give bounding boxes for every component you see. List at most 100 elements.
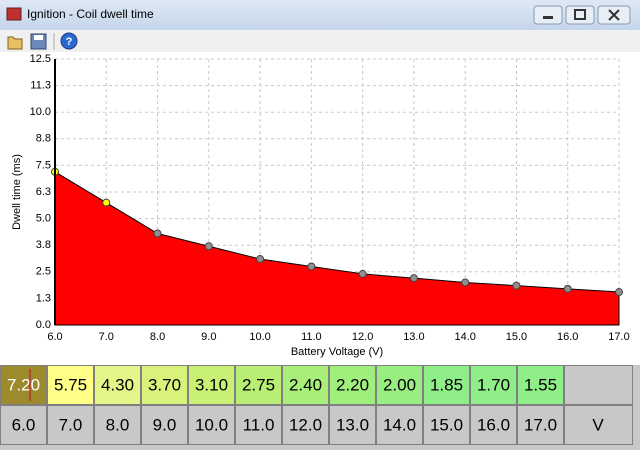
voltage-cell <box>47 405 94 445</box>
data-point <box>204 242 213 251</box>
y-tick-label: 5.0 <box>36 213 51 225</box>
minimize-icon <box>543 16 553 19</box>
voltage-cell-text: 8.0 <box>106 415 130 434</box>
open-button[interactable] <box>7 36 23 50</box>
voltage-cell <box>376 405 423 445</box>
chart: 0.0 1.3 2.5 3.8 5.0 6.3 7.5 8.8 10.0 11.3 12.5 6.0 7… <box>11 53 630 358</box>
voltage-cell <box>517 405 564 445</box>
value-cell[interactable] <box>235 365 282 405</box>
value-cell-text: 2.40 <box>289 375 322 394</box>
x-tick-label: 12.0 <box>352 331 373 343</box>
y-tick-label: 12.5 <box>30 53 51 65</box>
value-cell-text: 1.70 <box>477 375 510 394</box>
voltage-cell-text: 10.0 <box>195 415 228 434</box>
data-point <box>615 288 623 297</box>
y-tick-label: 8.8 <box>36 133 51 145</box>
voltage-cell <box>235 405 282 445</box>
voltage-cell-text: 6.0 <box>12 415 36 434</box>
voltage-cell <box>282 405 329 445</box>
y-tick-label: 11.3 <box>30 80 51 92</box>
x-tick-label: 14.0 <box>454 331 475 343</box>
voltage-cell <box>188 405 235 445</box>
voltage-cell <box>141 405 188 445</box>
toolbar <box>0 30 640 52</box>
unit-cell-text: V <box>592 415 604 434</box>
voltage-cell-text: 13.0 <box>336 415 369 434</box>
voltage-cell-text: 17.0 <box>524 415 557 434</box>
data-point <box>461 278 470 287</box>
voltage-cell <box>470 405 517 445</box>
value-cell[interactable] <box>282 365 329 405</box>
x-tick-label: 16.0 <box>557 331 578 343</box>
value-cell[interactable] <box>47 365 94 405</box>
y-tick-label: 6.3 <box>36 186 51 198</box>
value-cell[interactable] <box>141 365 188 405</box>
close-icon <box>608 9 620 21</box>
value-cell-text: 3.70 <box>148 375 181 394</box>
x-tick-label: 7.0 <box>99 331 114 343</box>
voltage-cell-text: 9.0 <box>153 415 177 434</box>
y-tick-label: 7.5 <box>36 159 51 171</box>
value-cell-text: 5.75 <box>54 375 87 394</box>
help-button[interactable] <box>60 32 78 50</box>
voltage-cell-text: 15.0 <box>430 415 463 434</box>
value-cell-text: 1.85 <box>430 375 463 394</box>
value-cell[interactable] <box>188 365 235 405</box>
title-bar <box>0 0 640 30</box>
data-point <box>563 284 572 293</box>
value-cell[interactable] <box>470 365 517 405</box>
voltage-cell-text: 11.0 <box>243 415 275 434</box>
x-tick-label: 11.0 <box>301 331 322 343</box>
voltage-cell-text: 16.0 <box>477 415 510 434</box>
data-point <box>512 281 521 290</box>
x-tick-label: 13.0 <box>403 331 424 343</box>
voltage-cell <box>329 405 376 445</box>
value-cell[interactable] <box>94 365 141 405</box>
y-axis-label: Dwell time (ms) <box>11 154 23 230</box>
y-tick-label: 0.0 <box>36 319 51 331</box>
voltage-cell-text: 12.0 <box>289 415 322 434</box>
value-cell-text: 2.20 <box>336 375 369 394</box>
empty-cell <box>564 365 633 405</box>
voltage-cell <box>0 405 47 445</box>
value-cell-text: 2.00 <box>383 375 416 394</box>
x-tick-label: 6.0 <box>47 331 62 343</box>
maximize-button[interactable] <box>565 5 595 25</box>
x-tick-label: 15.0 <box>506 331 527 343</box>
data-point <box>256 255 265 264</box>
data-point <box>102 198 111 207</box>
data-point <box>153 229 162 238</box>
x-tick-label: 8.0 <box>150 331 165 343</box>
voltage-cell-text: 7.0 <box>59 415 83 434</box>
value-cell-text: 3.10 <box>195 375 228 394</box>
window-buttons[interactable] <box>533 5 631 25</box>
x-tick-label: 17.0 <box>608 331 629 343</box>
unit-cell <box>564 405 633 445</box>
voltage-cell <box>94 405 141 445</box>
value-cell[interactable] <box>517 365 564 405</box>
data-point <box>358 269 367 278</box>
value-cell[interactable] <box>0 365 47 405</box>
save-icon <box>34 35 43 40</box>
value-table: 7.20 6.0 5.75 7.0 4.30 8.0 3.70 9.0 3.10 10.0 2.75… <box>0 365 640 450</box>
value-cell-text: 2.75 <box>242 375 275 394</box>
x-axis-label: Battery Voltage (V) <box>291 346 383 358</box>
data-point <box>409 274 418 283</box>
value-cell-text: 1.55 <box>524 375 557 394</box>
y-tick-label: 10.0 <box>30 106 51 118</box>
app-icon <box>6 7 22 21</box>
voltage-cell-text: 14.0 <box>383 415 416 434</box>
value-cell[interactable] <box>423 365 470 405</box>
minimize-button[interactable] <box>533 5 563 25</box>
data-point <box>307 262 316 271</box>
x-tick-label: 9.0 <box>201 331 216 343</box>
value-cell[interactable] <box>376 365 423 405</box>
value-cell[interactable] <box>329 365 376 405</box>
x-tick-label: 10.0 <box>249 331 270 343</box>
value-cell-text: 7.20 <box>7 375 40 394</box>
window-title: Ignition - Coil dwell time <box>27 7 154 21</box>
help-icon: ? <box>66 36 73 48</box>
y-tick-label: 2.5 <box>36 266 51 278</box>
maximize-icon <box>574 9 586 20</box>
